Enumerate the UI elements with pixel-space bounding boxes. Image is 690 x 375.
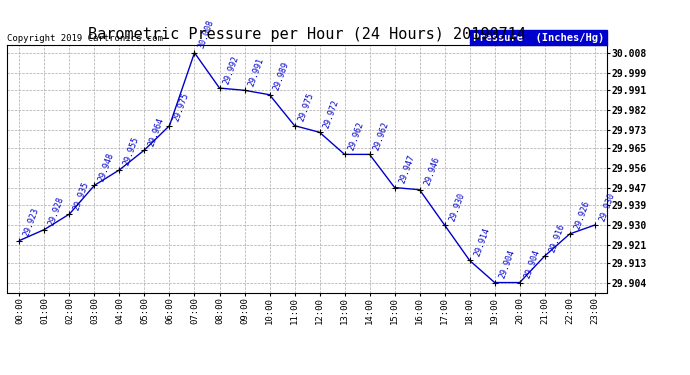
Text: 29.926: 29.926 — [573, 200, 591, 231]
Text: 30.008: 30.008 — [197, 19, 216, 50]
Text: 29.992: 29.992 — [222, 54, 241, 86]
Text: 29.975: 29.975 — [297, 92, 316, 123]
Text: 29.928: 29.928 — [47, 195, 66, 227]
Text: 29.916: 29.916 — [547, 222, 566, 253]
Text: 29.946: 29.946 — [422, 156, 441, 187]
Text: 29.991: 29.991 — [247, 56, 266, 87]
Text: 29.975: 29.975 — [172, 92, 191, 123]
Text: 29.962: 29.962 — [373, 120, 391, 152]
Text: 29.904: 29.904 — [497, 249, 516, 280]
Text: Pressure  (Inches/Hg): Pressure (Inches/Hg) — [473, 33, 604, 42]
Text: 29.935: 29.935 — [72, 180, 91, 211]
Text: 29.914: 29.914 — [473, 226, 491, 258]
Text: Copyright 2019 Cartronics.com: Copyright 2019 Cartronics.com — [7, 33, 163, 42]
Text: 29.904: 29.904 — [522, 249, 541, 280]
Text: 29.930: 29.930 — [447, 191, 466, 222]
Text: 29.964: 29.964 — [147, 116, 166, 147]
Text: 29.930: 29.930 — [598, 191, 616, 222]
Text: 29.947: 29.947 — [397, 153, 416, 185]
Text: 29.989: 29.989 — [273, 61, 291, 92]
Text: 29.962: 29.962 — [347, 120, 366, 152]
Title: Barometric Pressure per Hour (24 Hours) 20190714: Barometric Pressure per Hour (24 Hours) … — [88, 27, 526, 42]
Text: 29.923: 29.923 — [22, 207, 41, 238]
Text: 29.955: 29.955 — [122, 136, 141, 167]
Text: 29.948: 29.948 — [97, 151, 116, 183]
Text: 29.972: 29.972 — [322, 98, 341, 129]
